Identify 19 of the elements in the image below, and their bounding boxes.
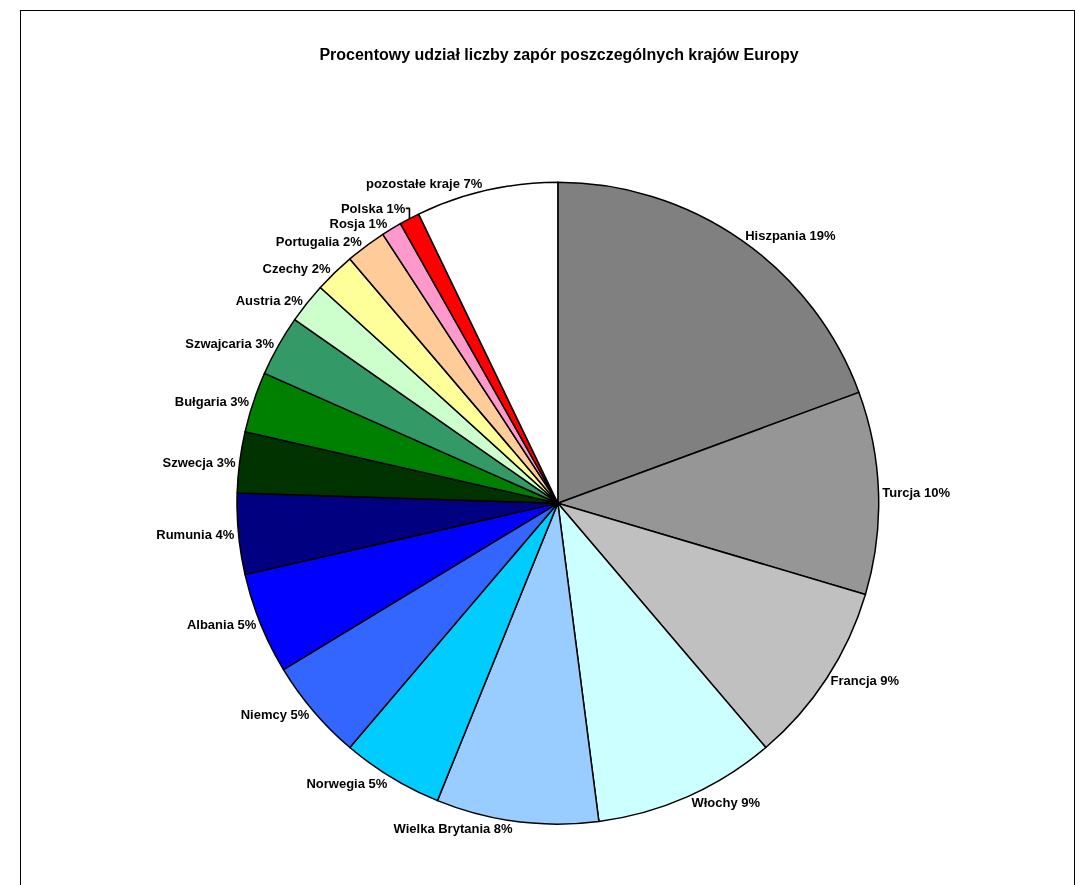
slice-label: Rumunia 4% [156,526,235,542]
slice-label: Wielka Brytania 8% [393,821,514,837]
slice-label: Turcja 10% [882,485,951,501]
slice-label: Czechy 2% [262,261,331,277]
slice-label: Rosja 1% [329,215,388,231]
slice-label: Polska 1% [340,200,406,216]
slice-label: Hiszpania 19% [745,227,836,243]
chart-title: Procentowy udział liczby zapór poszczególnych krajów Europy [319,45,799,63]
slice-label: pozostałe kraje 7% [365,175,483,191]
slice-label: Szwajcaria 3% [185,336,275,352]
slice-label: Austria 2% [235,292,304,308]
slice-label: Norwegia 5% [306,775,388,791]
slice-label: Francja 9% [830,672,900,688]
slice-label: Niemcy 5% [240,706,310,722]
slice-label: Szwecja 3% [162,454,236,470]
slice-label: Bułgaria 3% [174,393,250,409]
slice-label: Włochy 9% [691,795,761,811]
slice-label: Albania 5% [186,617,257,633]
slice-label: Portugalia 2% [275,233,363,249]
